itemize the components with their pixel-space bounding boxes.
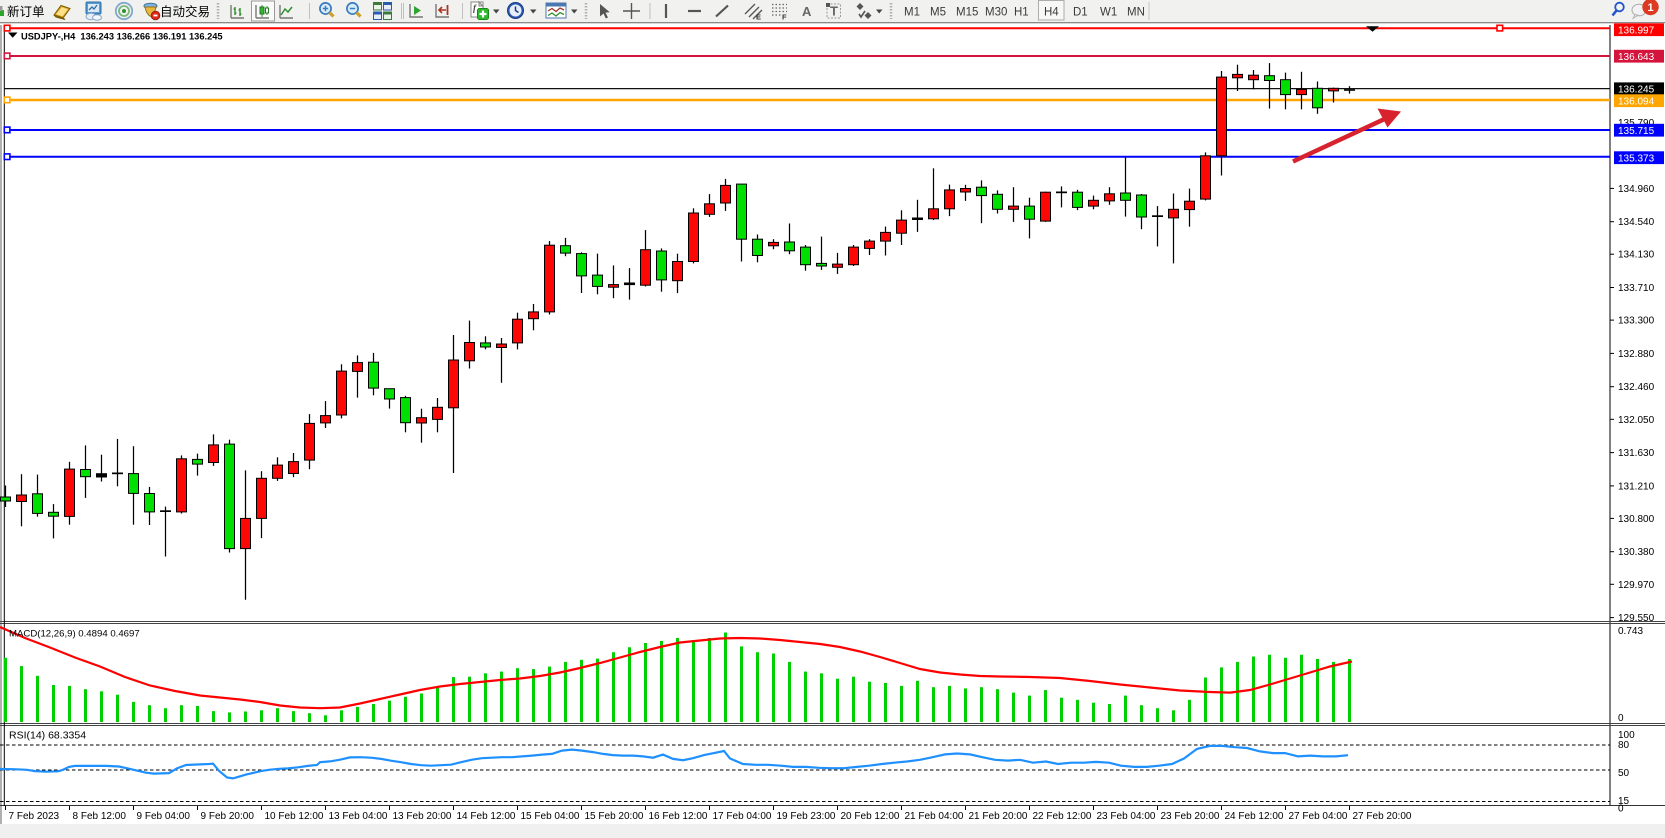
svg-text:T: T <box>830 4 838 19</box>
svg-text:13 Feb 20:00: 13 Feb 20:00 <box>393 811 452 822</box>
svg-text:129.970: 129.970 <box>1618 580 1655 591</box>
svg-text:RSI(14) 68.3354: RSI(14) 68.3354 <box>9 730 86 742</box>
svg-text:136.094: 136.094 <box>1618 96 1655 107</box>
svg-text:135.373: 135.373 <box>1618 153 1655 164</box>
svg-text:23 Feb 20:00: 23 Feb 20:00 <box>1161 811 1220 822</box>
svg-text:19 Feb 23:00: 19 Feb 23:00 <box>777 811 836 822</box>
svg-text:0: 0 <box>1618 804 1624 815</box>
svg-text:134.540: 134.540 <box>1618 217 1655 228</box>
svg-text:自动交易: 自动交易 <box>160 4 210 19</box>
svg-text:14 Feb 12:00: 14 Feb 12:00 <box>457 811 516 822</box>
svg-text:F: F <box>782 13 787 22</box>
svg-text:135.790: 135.790 <box>1618 118 1655 129</box>
svg-text:M30: M30 <box>985 7 1007 19</box>
svg-text:130.800: 130.800 <box>1618 514 1655 525</box>
svg-text:15 Feb 20:00: 15 Feb 20:00 <box>585 811 644 822</box>
svg-text:131.210: 131.210 <box>1618 481 1655 492</box>
svg-text:131.630: 131.630 <box>1618 448 1655 459</box>
svg-text:9 Feb 20:00: 9 Feb 20:00 <box>201 811 255 822</box>
svg-text:M1: M1 <box>904 7 920 19</box>
svg-text:16 Feb 12:00: 16 Feb 12:00 <box>649 811 708 822</box>
svg-text:10 Feb 12:00: 10 Feb 12:00 <box>265 811 324 822</box>
svg-text:130.380: 130.380 <box>1618 547 1655 558</box>
svg-text:D1: D1 <box>1073 7 1088 19</box>
svg-text:132.460: 132.460 <box>1618 382 1655 393</box>
svg-text:100: 100 <box>1618 730 1635 741</box>
svg-text:W1: W1 <box>1100 7 1117 19</box>
svg-text:134.960: 134.960 <box>1618 184 1655 195</box>
svg-text:136.245: 136.245 <box>1618 84 1655 95</box>
svg-text:E: E <box>756 13 761 22</box>
svg-text:23 Feb 04:00: 23 Feb 04:00 <box>1097 811 1156 822</box>
svg-text:50: 50 <box>1618 768 1630 779</box>
svg-text:134.130: 134.130 <box>1618 250 1655 261</box>
svg-text:132.050: 132.050 <box>1618 415 1655 426</box>
svg-text:133.300: 133.300 <box>1618 316 1655 327</box>
svg-text:新订单: 新订单 <box>7 4 45 19</box>
svg-text:15 Feb 04:00: 15 Feb 04:00 <box>521 811 580 822</box>
svg-text:27 Feb 20:00: 27 Feb 20:00 <box>1353 811 1412 822</box>
svg-text:136.997: 136.997 <box>1618 25 1655 36</box>
svg-text:21 Feb 20:00: 21 Feb 20:00 <box>969 811 1028 822</box>
svg-text:136.643: 136.643 <box>1618 52 1655 63</box>
svg-text:M5: M5 <box>930 7 946 19</box>
svg-text:MN: MN <box>1127 7 1145 19</box>
svg-text:8 Feb 12:00: 8 Feb 12:00 <box>73 811 127 822</box>
svg-text:0: 0 <box>1618 713 1624 724</box>
svg-text:129.550: 129.550 <box>1618 613 1655 624</box>
svg-text:A: A <box>802 4 812 19</box>
svg-text:H1: H1 <box>1014 7 1029 19</box>
svg-text:80: 80 <box>1618 740 1630 751</box>
svg-text:M15: M15 <box>956 7 978 19</box>
svg-text:132.880: 132.880 <box>1618 349 1655 360</box>
svg-text:17 Feb 04:00: 17 Feb 04:00 <box>713 811 772 822</box>
svg-text:24 Feb 12:00: 24 Feb 12:00 <box>1225 811 1284 822</box>
svg-text:9 Feb 04:00: 9 Feb 04:00 <box>137 811 191 822</box>
svg-text:7 Feb 2023: 7 Feb 2023 <box>9 811 60 822</box>
svg-text:f: f <box>473 3 477 13</box>
svg-text:USDJPY-,H4 136.243 136.266 13: USDJPY-,H4 136.243 136.266 136.191 136.2… <box>21 32 223 42</box>
svg-text:15: 15 <box>1618 796 1630 807</box>
svg-text:13 Feb 04:00: 13 Feb 04:00 <box>329 811 388 822</box>
svg-text:27 Feb 04:00: 27 Feb 04:00 <box>1289 811 1348 822</box>
svg-text:MACD(12,26,9) 0.4894 0.4697: MACD(12,26,9) 0.4894 0.4697 <box>9 629 140 640</box>
svg-text:135.715: 135.715 <box>1618 126 1655 137</box>
svg-text:H4: H4 <box>1044 7 1059 19</box>
svg-text:1: 1 <box>1648 2 1654 14</box>
svg-text:20 Feb 12:00: 20 Feb 12:00 <box>841 811 900 822</box>
svg-text:22 Feb 12:00: 22 Feb 12:00 <box>1033 811 1092 822</box>
svg-text:21 Feb 04:00: 21 Feb 04:00 <box>905 811 964 822</box>
svg-text:133.710: 133.710 <box>1618 283 1655 294</box>
svg-text:0.743: 0.743 <box>1618 626 1643 637</box>
